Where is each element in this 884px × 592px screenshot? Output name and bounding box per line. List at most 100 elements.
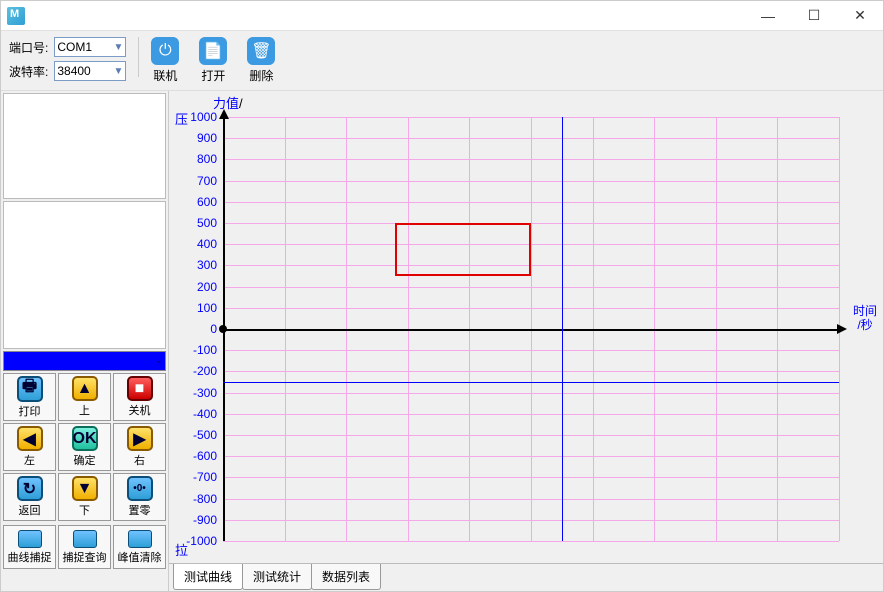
up-button-icon: ▲ <box>72 376 98 401</box>
tab-test-curve[interactable]: 测试曲线 <box>173 564 243 590</box>
maximize-button[interactable]: ☐ <box>791 1 837 31</box>
print-button[interactable]: 🖶打印 <box>3 373 56 421</box>
delete-label: 删除 <box>249 67 273 84</box>
capture-query-button[interactable]: 捕捉查询 <box>58 525 111 569</box>
y-tick-label: 1000 <box>190 110 217 124</box>
y-tick-label: -300 <box>193 386 217 400</box>
shutdown-button-icon: ■ <box>127 376 153 401</box>
ok-button-label: 确定 <box>74 452 96 468</box>
curve-capture-button-icon <box>18 530 42 548</box>
y-axis-arrow-icon <box>219 109 229 119</box>
right-button[interactable]: ▶右 <box>113 423 166 471</box>
ok-button-icon: OK <box>72 426 98 451</box>
titlebar: — ☐ ✕ <box>1 1 883 31</box>
y-tick-label: 900 <box>197 131 217 145</box>
y-tick-label: -700 <box>193 470 217 484</box>
open-label: 打开 <box>201 67 225 84</box>
y-tick-label: 200 <box>197 280 217 294</box>
close-button[interactable]: ✕ <box>837 1 883 31</box>
value-display: - <box>3 351 166 371</box>
left-button[interactable]: ◀左 <box>3 423 56 471</box>
port-select[interactable]: COM1 ▼ <box>54 37 126 57</box>
down-button-icon: ▼ <box>72 476 98 501</box>
up-button[interactable]: ▲上 <box>58 373 111 421</box>
peak-clear-button-icon <box>128 530 152 548</box>
cursor-horizontal[interactable] <box>223 382 839 383</box>
left-button-icon: ◀ <box>17 426 43 451</box>
baud-label: 波特率: <box>9 63 48 80</box>
y-tick-label: -400 <box>193 407 217 421</box>
shutdown-button-label: 关机 <box>129 402 151 418</box>
port-config: 端口号: COM1 ▼ 波特率: 38400 ▼ <box>9 37 126 81</box>
x-axis-arrow-icon <box>837 324 847 334</box>
capture-query-button-label: 捕捉查询 <box>63 549 107 565</box>
shutdown-button[interactable]: ■关机 <box>113 373 166 421</box>
app-icon <box>7 7 25 25</box>
y-tick-label: 600 <box>197 195 217 209</box>
chart-panel: 力值/ 压 拉 时间 /秒 10009008007006005004003002… <box>169 91 883 591</box>
print-button-label: 打印 <box>19 403 41 419</box>
curve-capture-button[interactable]: 曲线捕捉 <box>3 525 56 569</box>
right-button-label: 右 <box>134 452 145 468</box>
right-button-icon: ▶ <box>127 426 153 451</box>
down-button-label: 下 <box>79 502 90 518</box>
peak-clear-button-label: 峰值清除 <box>118 549 162 565</box>
port-label: 端口号: <box>9 39 48 56</box>
open-button[interactable]: 📄 打开 <box>199 37 227 84</box>
divider <box>138 37 139 77</box>
capture-query-button-icon <box>73 530 97 548</box>
selection-box[interactable] <box>395 223 531 276</box>
chevron-down-icon: ▼ <box>113 42 123 53</box>
y-tick-label: 0 <box>210 322 217 336</box>
zero-button-label: 置零 <box>129 502 151 518</box>
connect-button[interactable]: ⏻ 联机 <box>151 37 179 84</box>
y-tick-label: 800 <box>197 152 217 166</box>
chart-tabs: 测试曲线测试统计数据列表 <box>169 563 883 591</box>
bottom-button-row: 曲线捕捉捕捉查询峰值清除 <box>3 525 166 569</box>
peak-clear-button[interactable]: 峰值清除 <box>113 525 166 569</box>
tab-test-stats[interactable]: 测试统计 <box>242 564 312 590</box>
y-tick-label: 100 <box>197 301 217 315</box>
chart-area: 力值/ 压 拉 时间 /秒 10009008007006005004003002… <box>173 95 875 561</box>
back-button-label: 返回 <box>19 502 41 518</box>
left-button-label: 左 <box>24 452 35 468</box>
top-toolbar: 端口号: COM1 ▼ 波特率: 38400 ▼ ⏻ 联机 📄 打开 🗑 <box>1 31 883 91</box>
baud-value: 38400 <box>57 64 90 78</box>
y-tick-label: -600 <box>193 449 217 463</box>
tab-data-list[interactable]: 数据列表 <box>311 564 381 590</box>
y-tick-label: -100 <box>193 343 217 357</box>
x-axis-title: 时间 /秒 <box>853 304 877 332</box>
y-tick-label: 500 <box>197 216 217 230</box>
baud-select[interactable]: 38400 ▼ <box>54 61 126 81</box>
y-axis-cap-top: 压 <box>175 109 188 128</box>
power-icon: ⏻ <box>151 37 179 65</box>
trash-icon: 🗑 <box>247 37 275 65</box>
minimize-button[interactable]: — <box>745 1 791 31</box>
chart-plot[interactable]: 10009008007006005004003002001000-100-200… <box>223 117 839 541</box>
keypad-grid: 🖶打印▲上■关机◀左OK确定▶右↻返回▼下•0•置零 <box>3 373 166 521</box>
print-button-icon: 🖶 <box>17 376 43 402</box>
down-button[interactable]: ▼下 <box>58 473 111 521</box>
origin-dot <box>219 325 227 333</box>
curve-capture-button-label: 曲线捕捉 <box>8 549 52 565</box>
log-textbox-1[interactable] <box>3 93 166 199</box>
y-tick-label: -500 <box>193 428 217 442</box>
y-tick-label: -1000 <box>186 534 217 548</box>
left-panel: - 🖶打印▲上■关机◀左OK确定▶右↻返回▼下•0•置零 曲线捕捉捕捉查询峰值清… <box>1 91 169 591</box>
log-textbox-2[interactable] <box>3 201 166 349</box>
y-tick-label: -800 <box>193 492 217 506</box>
x-axis-title-l1: 时间 <box>853 304 877 318</box>
y-tick-label: 300 <box>197 258 217 272</box>
y-tick-label: -200 <box>193 364 217 378</box>
zero-button[interactable]: •0•置零 <box>113 473 166 521</box>
zero-button-icon: •0• <box>127 476 153 501</box>
x-axis <box>223 329 839 331</box>
back-button[interactable]: ↻返回 <box>3 473 56 521</box>
cursor-vertical[interactable] <box>562 117 563 541</box>
y-tick-label: 400 <box>197 237 217 251</box>
gridline-h <box>223 541 839 542</box>
chevron-down-icon: ▼ <box>113 66 123 77</box>
up-button-label: 上 <box>79 402 90 418</box>
ok-button[interactable]: OK确定 <box>58 423 111 471</box>
delete-button[interactable]: 🗑 删除 <box>247 37 275 84</box>
